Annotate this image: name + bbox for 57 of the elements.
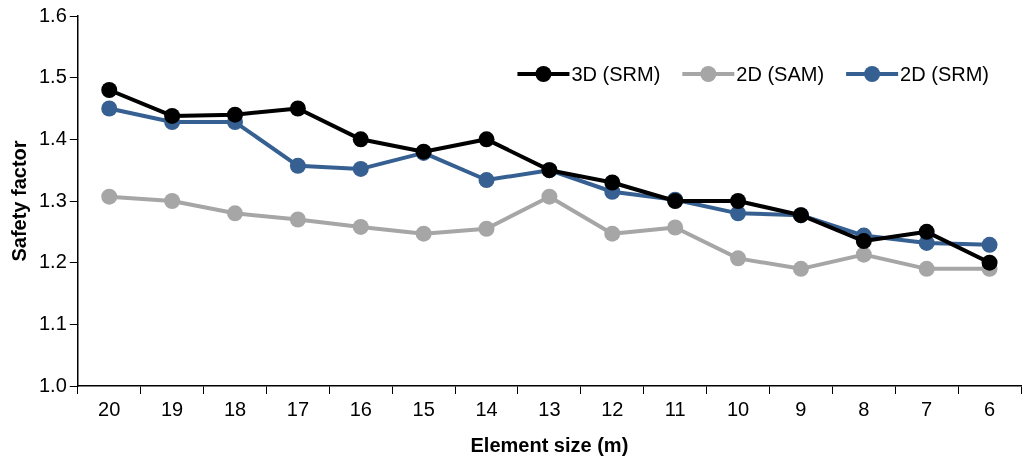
point [604,225,621,242]
x-tick-label: 8 [858,397,870,420]
x-tick-label: 20 [98,397,121,420]
point [667,219,684,236]
x-tick-label: 12 [601,397,624,420]
x-tick-label: 11 [664,397,686,420]
x-tick-label: 18 [223,397,247,420]
y-tick-label: 1.1 [38,311,67,334]
point [352,160,369,177]
point [164,193,181,209]
point [101,100,118,117]
x-tick-label: 7 [921,397,933,420]
point [478,220,495,237]
point [101,82,118,98]
point [855,233,872,250]
point [541,188,558,205]
point [478,172,495,189]
point [478,131,495,148]
x-axis-title: Element size (m) [470,433,629,456]
x-tick-label: 9 [795,397,807,420]
y-tick-label: 1.2 [38,250,67,273]
y-axis-title: Safety factor [7,140,30,262]
x-tick-label: 17 [286,397,310,420]
legend-label: 3D (SRM) [571,62,661,85]
point [792,260,809,277]
point [227,205,243,222]
x-tick-label: 10 [726,397,750,420]
x-tick-label: 13 [538,397,561,420]
point [918,260,935,277]
point [352,218,369,235]
point [855,246,872,263]
point [730,250,747,267]
point [227,106,243,123]
x-tick-label: 19 [161,397,184,420]
legend-label: 2D (SAM) [736,62,825,85]
y-tick-label: 1.3 [38,188,67,211]
y-tick-label: 1.4 [38,126,67,149]
point [164,107,181,124]
x-tick-label: 16 [349,397,372,420]
point [730,193,747,209]
point [918,223,935,240]
legend-label: 2D (SRM) [900,62,989,85]
x-tick-label: 6 [984,397,996,420]
y-tick-label: 1.0 [38,373,67,396]
point [981,236,998,253]
point [289,157,306,174]
point [981,254,998,271]
y-tick-label: 1.6 [38,3,67,26]
point [101,188,118,205]
point [289,100,306,117]
point [604,174,621,191]
y-tick-label: 1.5 [38,65,67,88]
x-tick-label: 14 [475,397,498,420]
point [352,131,369,148]
x-tick-label: 15 [412,397,435,420]
point [415,225,432,242]
point [289,211,306,228]
